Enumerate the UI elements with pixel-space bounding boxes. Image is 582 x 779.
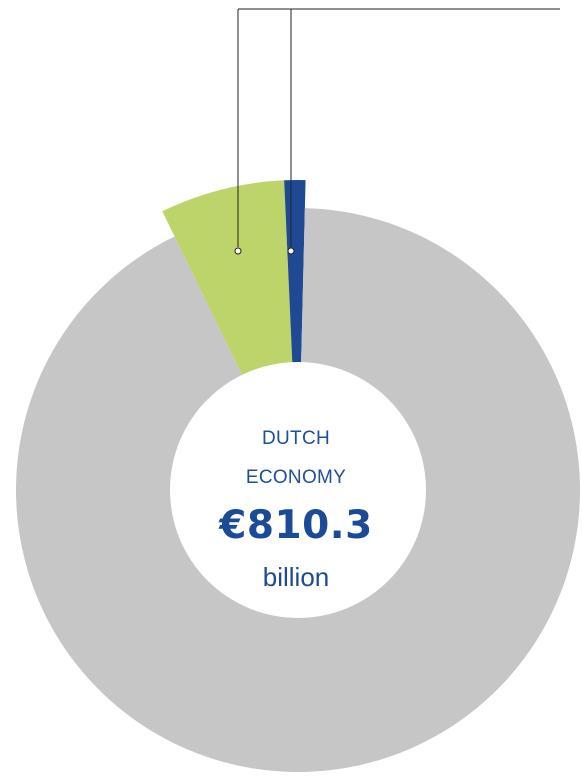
callout-dot-1 [234,247,242,255]
center-unit-label: billion [262,562,330,592]
donut-hole [170,362,426,618]
center-total-value: €810.3 [219,503,373,548]
center-label-line2: ECONOMY [245,467,347,488]
donut-slice-3 [15,208,580,773]
callout-lines [234,8,560,255]
donut-slice-1 [162,180,293,377]
center-label-line1: DUTCH [262,428,330,449]
callout-dot-2 [287,247,295,255]
donut-slice-2 [284,180,306,365]
donut-slices [15,180,580,773]
